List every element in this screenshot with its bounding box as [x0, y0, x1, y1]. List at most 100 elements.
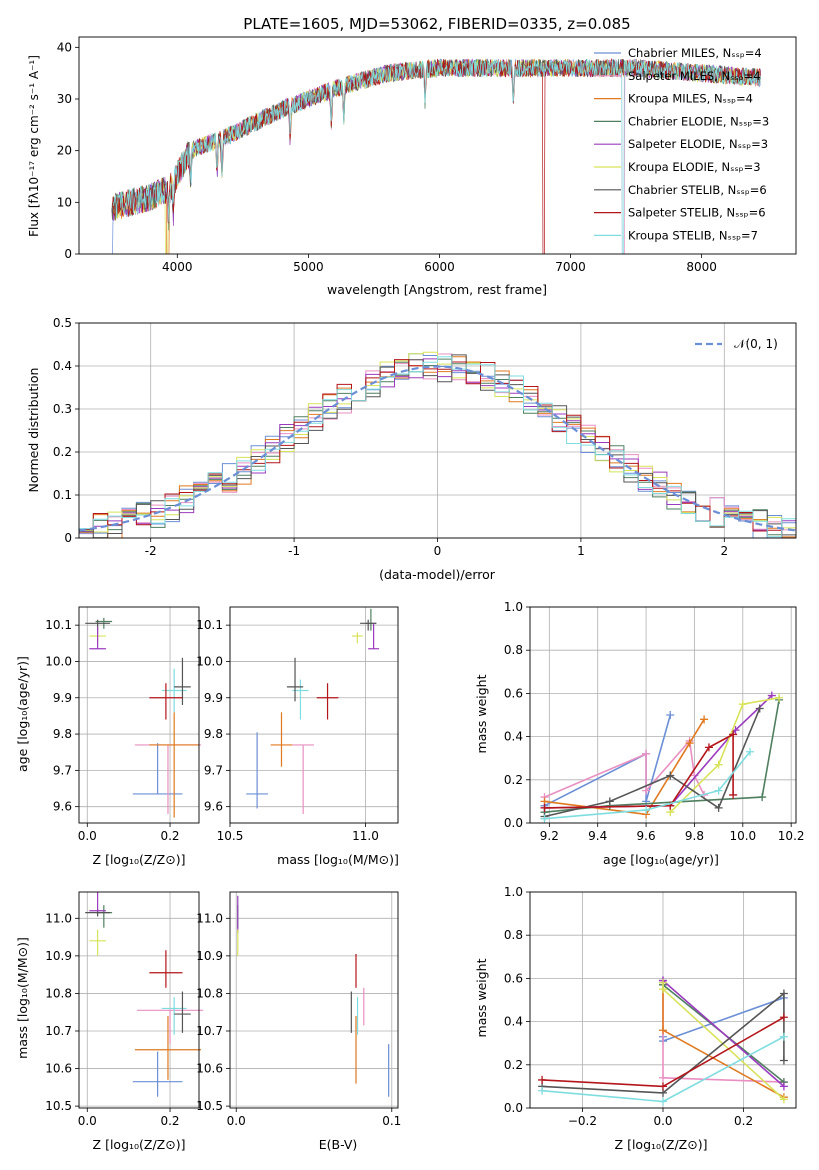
weight-vs-Z-xlabel: Z [log₁₀(Z/Z⊙)]	[615, 1137, 708, 1152]
xtick-label-4: 10.0	[729, 829, 756, 843]
age-vs-Z-ylabel: age [log₁₀(age/yr)]	[15, 656, 30, 772]
mass-vs-Z-xlabel: Z [log₁₀(Z/Z⊙)]	[93, 1137, 186, 1152]
weight-marker-4-2	[779, 1082, 788, 1091]
axes-frame	[78, 36, 797, 255]
legend-label-7: Salpeter STELIB, Nₛₛₚ=6	[628, 206, 766, 220]
ytick-label-1: 9.7	[204, 763, 223, 777]
ytick-label-1: 10.6	[45, 1062, 72, 1076]
ytick-label-2: 10.7	[45, 1024, 72, 1038]
ytick-label-3: 10.8	[196, 986, 223, 1000]
ytick-label-3: 0.3	[53, 402, 72, 416]
weight-marker-7-2	[704, 743, 713, 752]
age-vs-mass-xlabel: mass [log₁₀(M/M⊙)]	[277, 852, 399, 867]
xtick-label-1: 9.4	[588, 829, 607, 843]
age-vs-mass-panel: mass [log₁₀(M/M⊙)] 10.5 11.0 9.6 9.7 9.8 9.9 1…	[196, 606, 399, 867]
legend-label-4: Salpeter ELODIE, Nₛₛₚ=3	[628, 137, 768, 151]
ytick-label-3: 0.6	[504, 686, 523, 700]
weight-marker-6-3	[779, 1056, 788, 1065]
xtick-label-0: 9.2	[540, 829, 559, 843]
ytick-label-4: 0.8	[504, 928, 523, 942]
weight-marker-7-3	[729, 730, 738, 739]
ytick-label-2: 9.8	[204, 727, 223, 741]
weight-vs-age-xlabel: age [log₁₀(age/yr)]	[603, 852, 719, 867]
legend-label-1: Salpeter MILES, Nₛₛₚ=4	[628, 69, 761, 83]
ytick-label-3: 9.9	[204, 691, 223, 705]
weight-vs-age-ylabel: mass weight	[474, 674, 489, 753]
ytick-label-2: 9.8	[53, 727, 72, 741]
xtick-label-3: 7000	[555, 260, 586, 274]
mass-vs-EBV-panel: E(B-V) 0.0 0.1 10.5 10.6 10.7 10.8 10.9 11.0	[196, 891, 401, 1152]
axes-frame	[529, 891, 797, 1109]
ytick-label-2: 0.4	[504, 1015, 523, 1029]
ytick-label-2: 10.7	[196, 1024, 223, 1038]
legend-label-2: Kroupa MILES, Nₛₛₚ=4	[628, 92, 753, 106]
xtick-label-0: −0.2	[568, 1114, 597, 1128]
weight-vs-Z-ylabel: mass weight	[474, 958, 489, 1037]
ytick-label-5: 0.5	[53, 316, 72, 330]
ytick-label-5: 10.1	[196, 618, 223, 632]
ytick-label-0: 9.6	[53, 800, 72, 814]
ytick-label-5: 11.0	[196, 911, 223, 925]
weight-marker-8-1	[659, 1097, 667, 1106]
weight-marker-7-2	[779, 1013, 788, 1022]
xtick-label-1: 0.0	[653, 1114, 672, 1128]
weight-line-6	[544, 708, 761, 818]
xtick-label-2: 6000	[424, 260, 455, 274]
mass-vs-EBV-xlabel: E(B-V)	[319, 1137, 358, 1152]
weight-marker-2-3	[700, 715, 709, 724]
xtick-label-1: 0.2	[160, 829, 179, 843]
weight-marker-5-1	[659, 985, 667, 994]
histogram-8	[79, 356, 796, 538]
weight-marker-8-3	[746, 747, 755, 756]
ytick-label-5: 11.0	[45, 911, 72, 925]
ytick-label-2: 0.4	[504, 730, 523, 744]
ytick-label-0: 0	[64, 531, 72, 545]
legend-label-5: Kroupa ELODIE, Nₛₛₚ=3	[628, 160, 761, 174]
weight-marker-6-4	[755, 704, 764, 713]
ytick-label-4: 10.9	[45, 949, 72, 963]
weight-marker-8-1	[642, 806, 651, 815]
weight-marker-7-0	[538, 1075, 547, 1084]
xtick-label-2: 0.2	[734, 1114, 753, 1128]
xtick-label-3: 9.8	[685, 829, 704, 843]
weight-marker-1-2	[642, 786, 651, 795]
legend-label-gaussian: 𝒩(0, 1)	[734, 337, 778, 351]
weight-marker-1-1	[642, 749, 651, 758]
ytick-label-1: 0.1	[53, 488, 72, 502]
mass-vs-Z-ylabel: mass [log₁₀(M/M⊙)]	[15, 937, 30, 1059]
ytick-label-3: 9.9	[53, 691, 72, 705]
gaussian-curve	[78, 365, 797, 532]
weight-line-6	[542, 991, 785, 1094]
xtick-label-2: 9.6	[637, 829, 656, 843]
ytick-label-3: 10.8	[45, 986, 72, 1000]
residuals-panel: (data-model)/error Normed distribution -…	[26, 316, 797, 582]
ytick-label-3: 0.6	[504, 971, 523, 985]
xtick-label-1: 11.0	[352, 829, 379, 843]
ytick-label-5: 1.0	[504, 600, 523, 614]
xtick-label-1: -1	[288, 544, 300, 558]
axes-frame	[229, 606, 399, 824]
ytick-label-0: 0	[64, 247, 72, 261]
xtick-label-1: 0.2	[160, 1114, 179, 1128]
histogram-7	[79, 359, 796, 539]
spectrum-xlabel: wavelength [Angstrom, rest frame]	[327, 282, 547, 297]
weight-line-8	[544, 751, 751, 820]
residuals-ylabel: Normed distribution	[26, 368, 41, 493]
ytick-label-1: 10.6	[196, 1062, 223, 1076]
ytick-label-1: 0.2	[504, 773, 523, 787]
xtick-label-4: 8000	[686, 260, 717, 274]
weight-marker-7-4	[729, 790, 738, 799]
ytick-label-2: 0.2	[53, 445, 72, 459]
ytick-label-4: 10.9	[196, 949, 223, 963]
weight-marker-8-2	[714, 786, 723, 795]
ytick-label-0: 10.5	[196, 1099, 223, 1113]
residuals-xlabel: (data-model)/error	[379, 567, 496, 582]
weight-marker-7-1	[659, 1082, 667, 1091]
histogram-4	[79, 358, 796, 539]
mass-vs-Z-panel: Z [log₁₀(Z/Z⊙)] mass [log₁₀(M/M⊙)] 0.0 0.…	[15, 891, 204, 1152]
weight-line-0	[544, 714, 672, 807]
xtick-label-5: 10.2	[778, 829, 805, 843]
ytick-label-3: 30	[57, 92, 72, 106]
ytick-label-0: 0.0	[504, 1101, 523, 1115]
weight-marker-5-3	[775, 693, 784, 702]
